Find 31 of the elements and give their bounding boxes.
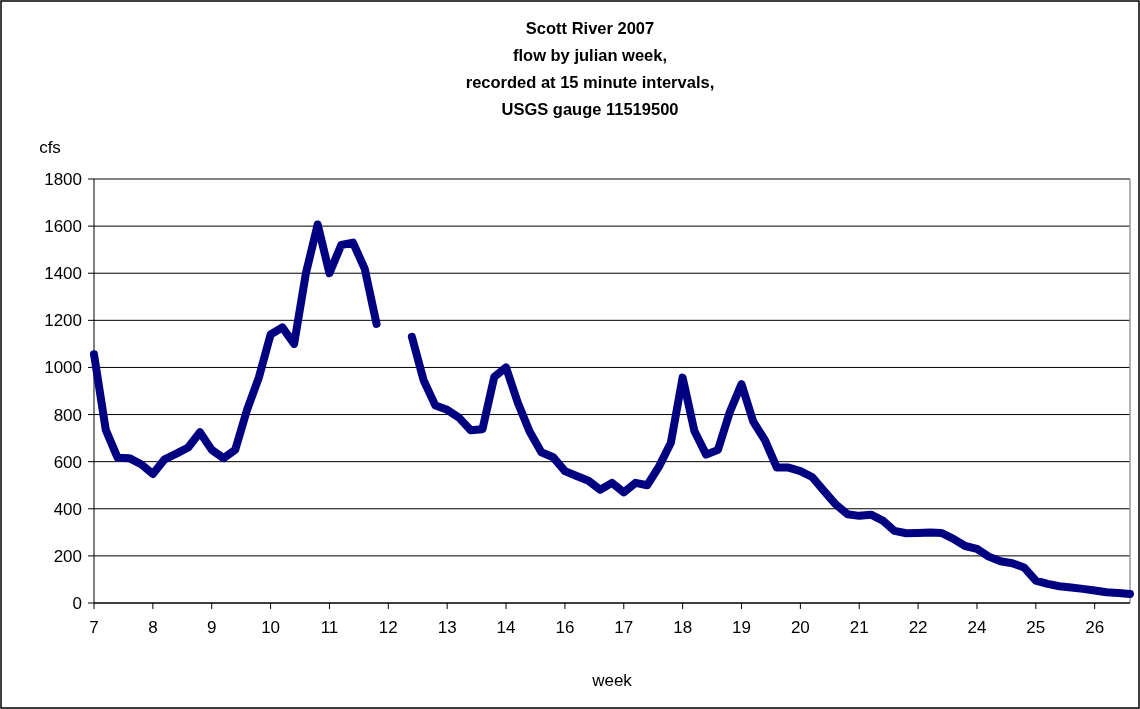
- y-tick-label: 400: [53, 499, 82, 519]
- x-tick-label: 11: [320, 618, 339, 637]
- y-tick-label: 1400: [44, 264, 82, 284]
- y-tick-label: 1800: [44, 169, 82, 189]
- y-tick-label: 1000: [44, 358, 82, 378]
- x-tick-label: 17: [614, 618, 634, 637]
- y-axis-title: cfs: [39, 138, 61, 157]
- x-tick-label: 22: [908, 618, 928, 637]
- x-tick-label: 8: [148, 618, 158, 637]
- chart-title: Scott River 2007 flow by julian week, recorded at 15 minute intervals, USGS gauge 11519500: [465, 19, 715, 118]
- y-tick-label: 200: [53, 546, 82, 566]
- x-tick-label: 21: [849, 618, 869, 637]
- y-tick-label: 0: [72, 593, 82, 613]
- x-tick-label: 26: [1085, 618, 1105, 637]
- x-tick-label: 24: [967, 618, 987, 637]
- x-tick-label: 7: [89, 618, 99, 637]
- x-tick-label: 10: [261, 618, 281, 637]
- x-tick-label: 12: [378, 618, 398, 637]
- y-tick-label: 1600: [44, 217, 82, 237]
- x-tick-label: 18: [673, 618, 693, 637]
- x-tick-label: 13: [437, 618, 457, 637]
- y-tick-label: 1200: [44, 311, 82, 331]
- x-tick-label: 19: [732, 618, 751, 637]
- x-tick-label: 25: [1026, 618, 1046, 637]
- x-tick-label: 14: [496, 618, 516, 637]
- x-tick-label: 9: [206, 618, 217, 637]
- y-tick-label: 600: [53, 452, 82, 472]
- x-tick-label: 20: [790, 618, 810, 637]
- y-tick-label: 800: [53, 405, 82, 425]
- x-axis-title: week: [591, 671, 633, 690]
- x-tick-label: 16: [555, 618, 575, 637]
